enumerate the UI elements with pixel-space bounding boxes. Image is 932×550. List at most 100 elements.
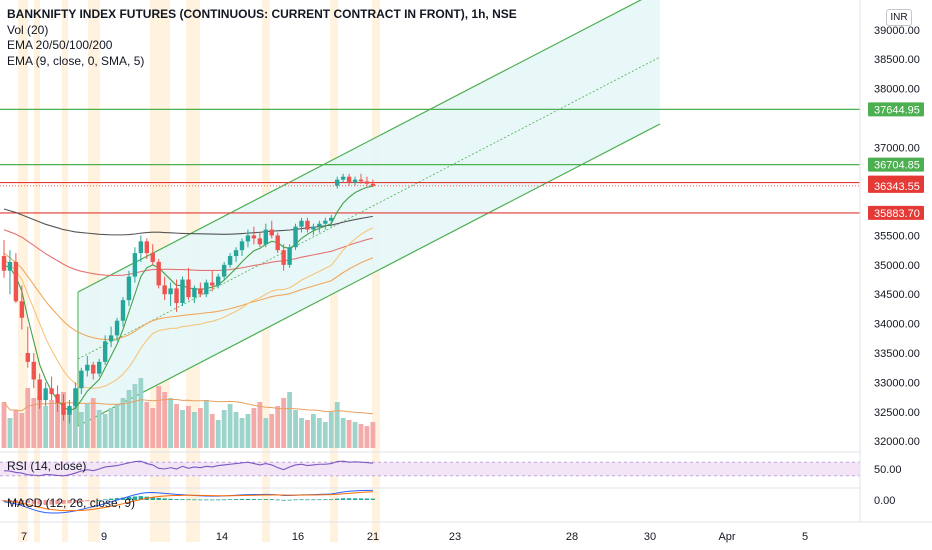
macd-histogram-bar <box>13 500 19 503</box>
macd-histogram-bar <box>323 499 328 501</box>
volume-bar <box>328 412 334 448</box>
macd-histogram-bar <box>293 499 298 501</box>
time-axis-tick: 16 <box>292 531 304 543</box>
rsi-axis-tick: 50.00 <box>874 464 902 476</box>
macd-histogram-bar <box>239 498 245 500</box>
ema-line <box>3 252 374 341</box>
candle-body <box>43 388 48 401</box>
rsi-pane-label[interactable]: RSI (14, close) <box>7 459 87 473</box>
volume-bar <box>263 418 269 448</box>
macd-histogram-bar <box>263 499 268 500</box>
macd-histogram-bar <box>370 498 376 500</box>
candle-body <box>91 364 96 374</box>
macd-histogram-bar <box>67 500 72 504</box>
volume-bar <box>346 420 352 448</box>
macd-histogram-bar <box>180 499 185 500</box>
macd-histogram-bar <box>287 499 292 501</box>
candle-body <box>102 341 108 362</box>
volume-bar <box>73 400 78 448</box>
candle-body <box>120 300 126 321</box>
currency-badge[interactable]: INR <box>886 9 912 26</box>
volume-bar <box>334 402 340 448</box>
volume-bar <box>293 410 298 448</box>
candle-body <box>31 361 36 380</box>
volume-bar <box>299 418 304 448</box>
volume-bar <box>233 412 239 448</box>
volume-bar <box>352 422 358 448</box>
candle-body <box>329 217 334 221</box>
volume-bar <box>221 410 227 448</box>
time-axis-tick: 14 <box>216 531 228 543</box>
candle-body <box>346 176 352 183</box>
volume-bar <box>275 406 281 448</box>
price-axis-tick: 34000.00 <box>874 319 920 331</box>
volume-bar <box>84 404 90 448</box>
price-label-text: 36704.85 <box>874 160 920 172</box>
volume-bar <box>25 388 31 448</box>
candle-body <box>162 285 167 295</box>
candle-body <box>263 229 268 245</box>
symbol-title[interactable]: BANKNIFTY INDEX FUTURES (CONTINUOUS: CUR… <box>7 7 517 21</box>
volume-bar <box>340 418 346 448</box>
macd-pane-label[interactable]: MACD (12, 26, close, 9) <box>7 496 136 510</box>
macd-histogram-bar <box>281 499 286 501</box>
candle-body <box>61 402 66 415</box>
candle-body <box>317 223 322 227</box>
volume-bar <box>67 408 72 448</box>
candle-body <box>251 235 257 239</box>
macd-histogram-bar <box>340 498 346 500</box>
volume-bar <box>316 418 322 448</box>
volume-bar <box>31 398 37 448</box>
candle-body <box>299 220 304 227</box>
candle-body <box>19 301 25 318</box>
candle-body <box>180 279 185 304</box>
volume-bar <box>311 414 316 448</box>
candle-body <box>25 353 30 362</box>
candle-body <box>186 279 191 298</box>
price-axis-tick: 33500.00 <box>874 348 920 360</box>
candle-body <box>216 276 221 286</box>
macd-histogram-bar <box>156 497 161 500</box>
volume-bar <box>1 402 7 448</box>
macd-histogram-bar <box>311 499 316 501</box>
macd-histogram-bar <box>269 499 274 500</box>
candle-body <box>198 288 203 295</box>
time-axis-tick: 21 <box>367 531 379 543</box>
legend-ema-single[interactable]: EMA (9, close, 0, SMA, 5) <box>7 53 145 68</box>
candle-body <box>364 181 370 184</box>
price-label-text: 35883.70 <box>874 208 920 220</box>
macd-histogram-bar <box>1 500 7 502</box>
volume-bar <box>269 414 275 448</box>
volume-bar <box>114 404 120 448</box>
legend-volume[interactable]: Vol (20) <box>7 22 49 37</box>
legend-ema-multi[interactable]: EMA 20/50/100/200 <box>7 38 113 52</box>
macd-histogram-bar <box>210 499 215 501</box>
ema-line <box>3 227 374 389</box>
volume-bar <box>156 386 162 448</box>
candle-body <box>7 261 13 271</box>
macd-histogram-bar <box>245 498 251 500</box>
volume-bar <box>305 420 310 448</box>
macd-histogram-bar <box>55 500 60 505</box>
macd-histogram-bar <box>73 500 78 503</box>
candle-body <box>245 235 251 242</box>
time-axis-tick: 30 <box>644 531 656 543</box>
macd-histogram-bar <box>97 500 102 501</box>
volume-bar <box>203 400 209 448</box>
volume-bar <box>90 398 96 448</box>
price-label-text: 36343.55 <box>874 181 920 193</box>
volume-bar <box>102 414 108 448</box>
volume-bar <box>96 410 102 448</box>
macd-histogram-bar <box>364 498 370 500</box>
candle-body <box>305 220 310 230</box>
volume-bar <box>364 426 370 448</box>
macd-histogram-bar <box>204 499 209 501</box>
candle-body <box>1 256 7 271</box>
price-label-box <box>868 157 924 172</box>
volume-bar <box>197 408 203 448</box>
candle-body <box>281 250 286 265</box>
session-band <box>88 0 100 542</box>
macd-histogram-bar <box>192 499 197 501</box>
channel-mid-line <box>77 56 661 360</box>
